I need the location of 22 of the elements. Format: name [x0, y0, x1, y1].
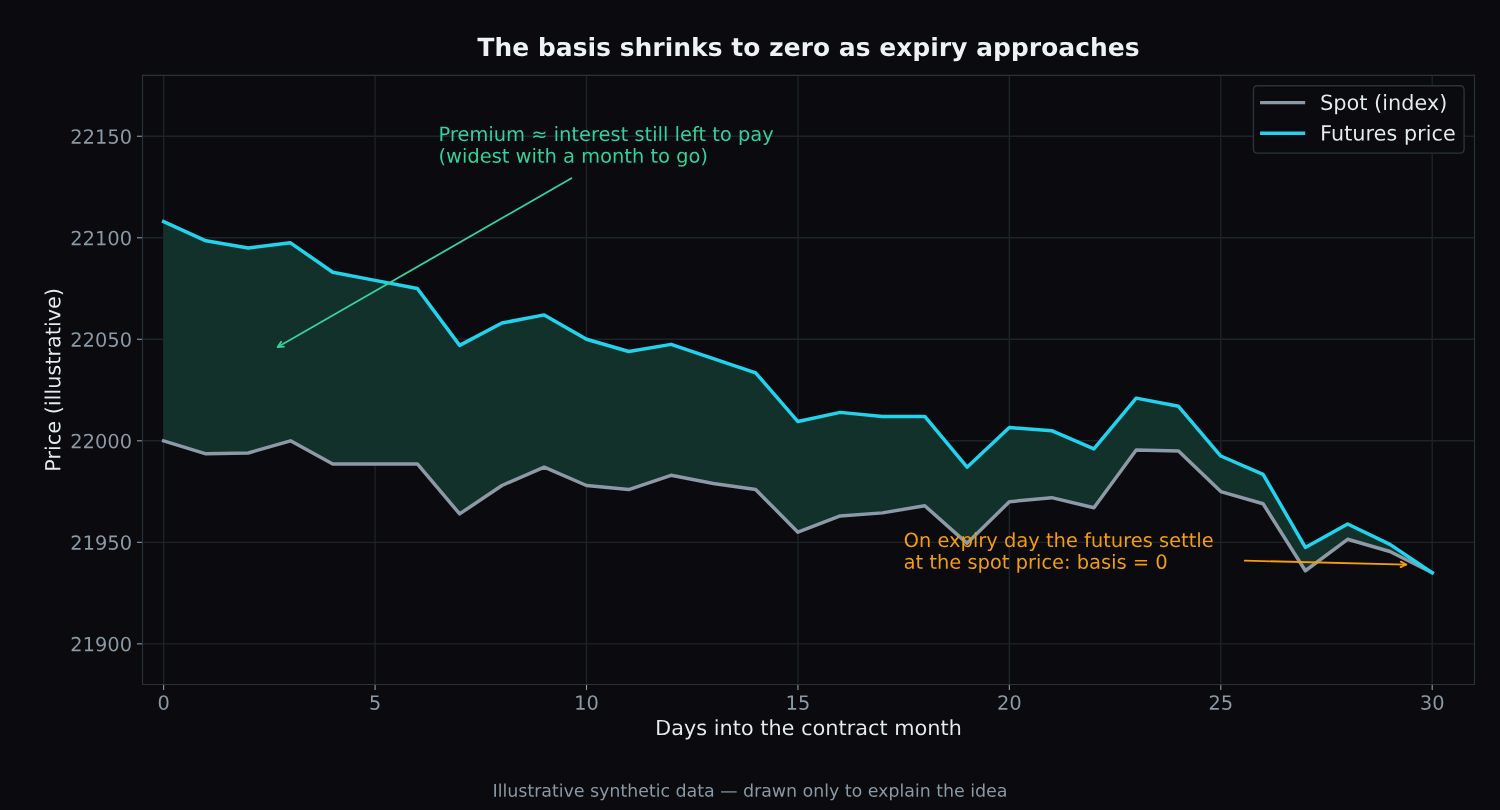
x-tick-label: 0 — [158, 695, 169, 710]
x-axis-title: Days into the contract month — [657, 719, 961, 740]
y-tick-label: 21900 — [71, 636, 131, 652]
legend-label: Spot (index) — [1321, 94, 1446, 115]
annotation: Premium ≈ interest still left to pay (widest with a month to go) — [440, 126, 774, 167]
chart-title: The basis shrinks to zero as expiry approaches — [477, 36, 1139, 62]
legend-label: Futures price — [1322, 124, 1455, 145]
text: Illustrative synthetic data — drawn only to explain the idea — [494, 783, 1006, 801]
x-tick-label: 10 — [576, 695, 598, 710]
y-tick-label: 22000 — [71, 433, 131, 449]
y-tick-label: 22050 — [71, 332, 131, 347]
y-tick-label: 22100 — [71, 230, 131, 246]
y-axis-title: Price (illustrative) — [44, 289, 64, 470]
x-tick-label: 15 — [787, 695, 809, 710]
x-tick-label: 30 — [1421, 695, 1444, 710]
x-tick-label: 25 — [1209, 695, 1232, 710]
y-tick-label: 21950 — [71, 535, 131, 550]
x-tick-label: 5 — [370, 695, 380, 710]
x-tick-label: 20 — [998, 695, 1021, 710]
line-series — [161, 439, 1434, 575]
annotation: On expiry day the futures settle at the spot price: basis = 0 — [904, 532, 1213, 573]
y-tick-label: 22150 — [71, 129, 131, 144]
